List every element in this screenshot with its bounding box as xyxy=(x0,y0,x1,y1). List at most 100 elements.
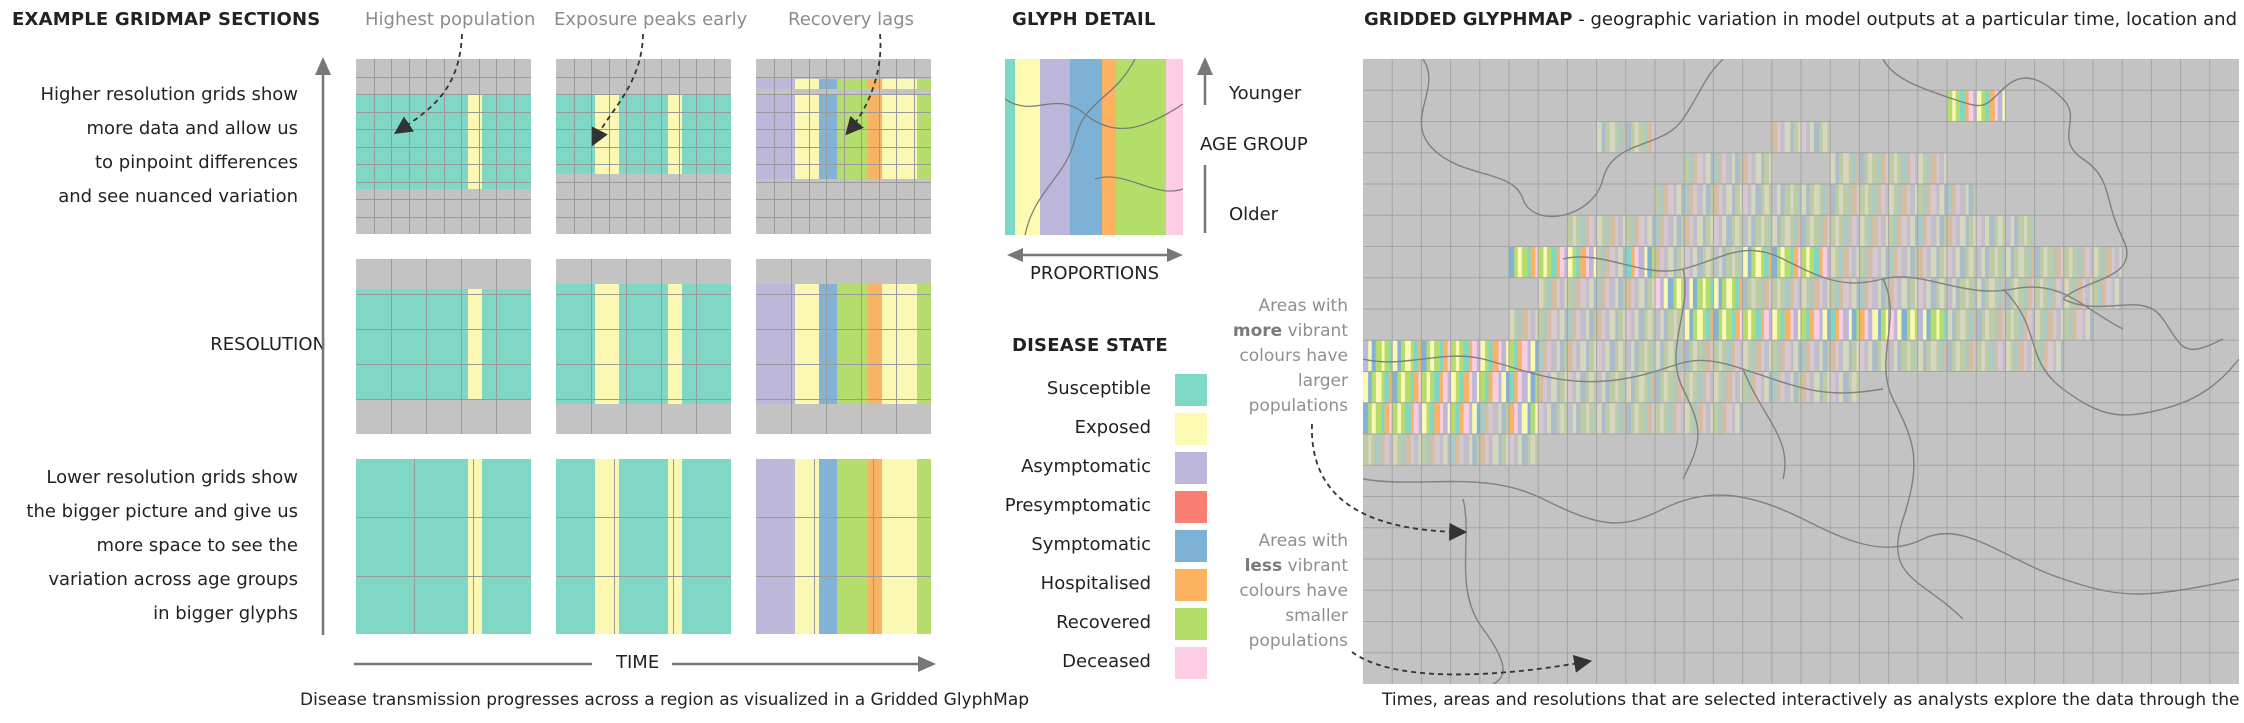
glyph-band xyxy=(1070,59,1102,235)
grid-line xyxy=(696,259,697,434)
map-glyph-stripe xyxy=(1835,215,1839,247)
map-glyph-stripe xyxy=(1718,402,1723,434)
map-glyph-stripe xyxy=(1801,215,1807,247)
map-glyph-stripe xyxy=(1634,121,1639,153)
map-glyph-stripe xyxy=(1580,277,1587,309)
map-glyph-stripe xyxy=(1914,152,1918,184)
grid-line xyxy=(426,259,427,434)
map-glyph-stripe xyxy=(1667,277,1674,309)
map-glyph-stripe xyxy=(1530,246,1536,278)
map-glyph-stripe xyxy=(1888,277,1894,309)
map-glyph-stripe xyxy=(1667,215,1674,247)
map-glyph-stripe xyxy=(1655,215,1661,247)
glyph-stripe xyxy=(868,459,882,634)
map-glyph-stripe xyxy=(1780,309,1785,341)
map-glyph-stripe xyxy=(1440,371,1444,403)
note-more-vibrant: Areas with more vibrant colours have lar… xyxy=(1233,294,1348,419)
callout-exposure-peaks-early: Exposure peaks early xyxy=(554,9,748,30)
low-resolution-description: Lower resolution grids show the bigger p… xyxy=(26,461,298,631)
map-glyph-stripe xyxy=(1780,340,1785,372)
map-glyph-stripe xyxy=(1702,309,1706,341)
map-glyph-stripe xyxy=(1521,434,1528,466)
map-glyph-stripe xyxy=(1885,184,1889,216)
map-glyph-stripe xyxy=(1944,246,1947,278)
map-glyph-stripe xyxy=(1936,309,1940,341)
map-glyph-stripe xyxy=(1926,152,1931,184)
map-glyph-stripe xyxy=(1827,371,1831,403)
map-glyph-stripe xyxy=(1605,121,1610,153)
map-glyph-stripe xyxy=(1498,340,1502,372)
map-glyph-stripe xyxy=(1692,309,1698,341)
map-glyph-stripe xyxy=(1609,309,1616,341)
map-glyph-stripe xyxy=(1981,277,1985,309)
gridded-glyphmap xyxy=(1363,59,2239,684)
map-glyph-stripe xyxy=(1864,246,1869,278)
map-glyph-stripe xyxy=(1947,246,1953,278)
map-glyph-stripe xyxy=(1363,434,1369,466)
map-glyph-stripe xyxy=(1838,340,1844,372)
map-glyph-stripe xyxy=(1806,309,1810,341)
map-glyph-stripe xyxy=(1848,371,1852,403)
map-glyph-stripe xyxy=(1684,246,1690,278)
map-glyph-stripe xyxy=(1936,215,1940,247)
map-glyph-stripe xyxy=(1673,246,1677,278)
note-text: vibrant xyxy=(1282,556,1348,576)
map-glyph-stripe xyxy=(1697,371,1703,403)
map-glyph-stripe xyxy=(1768,277,1772,309)
map-glyph-stripe xyxy=(1535,309,1539,341)
map-glyph-stripe xyxy=(1959,246,1966,278)
grid-line xyxy=(661,259,662,434)
map-glyph-stripe xyxy=(1509,340,1515,372)
map-glyph-stripe xyxy=(1618,340,1623,372)
map-glyph-stripe xyxy=(1506,434,1509,466)
map-glyph-stripe xyxy=(1535,246,1539,278)
map-glyph-stripe xyxy=(1885,215,1889,247)
grid-line xyxy=(878,59,880,234)
map-glyph-stripe xyxy=(1535,434,1539,466)
gridmap-panel-high-res-early xyxy=(356,59,531,234)
grid-line xyxy=(678,59,680,234)
map-glyph-stripe xyxy=(1851,152,1857,184)
map-glyph-stripe xyxy=(1856,246,1860,278)
map-glyph-stripe xyxy=(1780,184,1785,216)
map-glyph-stripe xyxy=(1634,277,1639,309)
map-glyph-stripe xyxy=(1835,371,1839,403)
map-glyph-stripe xyxy=(1634,371,1639,403)
map-glyph-stripe xyxy=(1638,371,1645,403)
map-glyph-stripe xyxy=(1684,402,1690,434)
map-glyph-stripe xyxy=(1735,246,1740,278)
map-glyph-stripe xyxy=(1751,371,1756,403)
map-glyph-stripe xyxy=(1755,246,1762,278)
map-glyph-stripe xyxy=(1955,215,1960,247)
map-glyph-stripe xyxy=(1410,340,1414,372)
map-glyph-stripe xyxy=(1868,215,1873,247)
map-glyph-stripe xyxy=(1881,215,1886,247)
map-glyph-stripe xyxy=(1952,184,1956,216)
map-glyph-stripe xyxy=(1965,309,1969,341)
map-glyph-stripe xyxy=(1371,340,1376,372)
glyph-stripe xyxy=(882,79,917,89)
map-glyph-stripe xyxy=(1859,152,1865,184)
map-glyph-stripe xyxy=(1405,402,1411,434)
map-glyph-stripe xyxy=(1618,402,1623,434)
map-glyph-stripe xyxy=(1981,340,1985,372)
map-glyph-stripe xyxy=(1726,309,1733,341)
map-glyph-stripe xyxy=(1605,309,1610,341)
map-glyph-stripe xyxy=(1631,246,1635,278)
map-glyph-stripe xyxy=(1868,277,1873,309)
map-glyph-stripe xyxy=(1546,402,1552,434)
map-glyph-stripe xyxy=(1644,371,1648,403)
glyph-stripe xyxy=(356,289,395,399)
map-glyph-stripe xyxy=(1647,371,1653,403)
map-glyph-stripe xyxy=(1586,402,1590,434)
map-glyph-stripe xyxy=(1901,152,1908,184)
map-glyph-stripe xyxy=(1625,277,1632,309)
map-glyph-stripe xyxy=(1809,246,1814,278)
glyph-stripe xyxy=(636,144,668,174)
map-glyph-stripe xyxy=(1713,215,1719,247)
map-glyph-stripe xyxy=(1521,309,1528,341)
map-glyph-stripe xyxy=(2018,277,2025,309)
map-glyph-stripe xyxy=(1936,277,1940,309)
glyph-stripe xyxy=(682,94,717,144)
map-glyph-stripe xyxy=(2053,340,2057,372)
